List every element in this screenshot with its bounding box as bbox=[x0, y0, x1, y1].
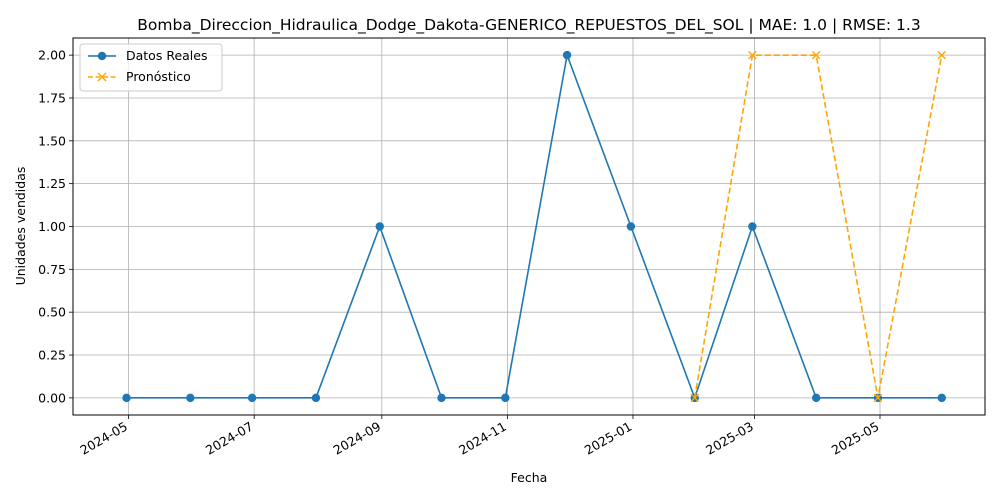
y-axis: 0.00 0.25 0.50 0.75 1.00 1.25 1.50 1.75 2.00 bbox=[38, 48, 73, 405]
x-tick-label: 2024-09 bbox=[331, 419, 384, 458]
data-point-forecast bbox=[873, 393, 883, 403]
series-line-forecast bbox=[693, 54, 943, 399]
y-tick-label: 0.25 bbox=[38, 348, 66, 363]
data-point-real bbox=[437, 393, 446, 403]
data-point-real bbox=[748, 222, 757, 231]
x-tick-label: 2025-05 bbox=[829, 419, 882, 458]
legend-marker-real bbox=[97, 51, 107, 61]
data-point-real bbox=[937, 393, 946, 403]
legend-label-forecast: Pronóstico bbox=[126, 69, 191, 84]
x-tick-label: 2025-01 bbox=[582, 419, 635, 458]
data-point-real bbox=[186, 393, 195, 403]
x-tick-label: 2024-11 bbox=[456, 419, 509, 458]
data-point-forecast bbox=[937, 50, 947, 60]
data-point-real bbox=[311, 393, 321, 403]
data-point-real bbox=[247, 393, 257, 403]
x-tick-label: 2024-07 bbox=[203, 419, 256, 458]
grid bbox=[73, 38, 985, 415]
data-point-real bbox=[375, 222, 384, 231]
data-point-forecast bbox=[748, 50, 757, 60]
data-point-real bbox=[811, 393, 821, 403]
y-tick-label: 1.00 bbox=[38, 219, 66, 234]
series-layer bbox=[122, 50, 947, 403]
y-tick-label: 1.75 bbox=[38, 90, 66, 105]
y-tick-label: 1.25 bbox=[38, 176, 66, 191]
data-point-forecast bbox=[690, 393, 700, 403]
x-tick-label: 2025-03 bbox=[703, 419, 756, 458]
data-point-real bbox=[501, 393, 510, 403]
chart-title: Bomba_Direccion_Hidraulica_Dodge_Dakota-… bbox=[137, 16, 920, 35]
series-line-real bbox=[126, 54, 942, 399]
data-point-real bbox=[626, 222, 636, 231]
x-tick-label: 2024-05 bbox=[77, 419, 130, 458]
legend: Datos Reales Pronóstico bbox=[79, 43, 223, 92]
legend-label-real: Datos Reales bbox=[126, 48, 207, 63]
x-axis-label: Fecha bbox=[511, 470, 548, 485]
y-tick-label: 0.50 bbox=[38, 305, 66, 320]
y-axis-label: Unidades vendidas bbox=[13, 167, 28, 286]
data-point-real bbox=[122, 393, 131, 403]
legend-marker-forecast bbox=[97, 72, 107, 82]
data-point-real bbox=[562, 50, 572, 60]
x-axis: 2024-05 2024-07 2024-09 2024-11 2025-01 2025-… bbox=[77, 415, 882, 458]
y-tick-label: 0.00 bbox=[38, 390, 66, 405]
y-tick-label: 2.00 bbox=[38, 48, 66, 63]
data-point-forecast bbox=[811, 50, 821, 60]
y-tick-label: 0.75 bbox=[38, 262, 66, 277]
y-tick-label: 1.50 bbox=[38, 133, 66, 148]
